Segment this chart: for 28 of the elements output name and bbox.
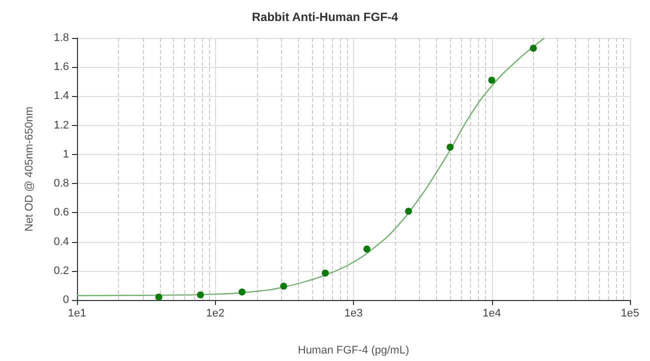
y-tick-label: 1.6 [54, 61, 69, 74]
x-tick-label: 1e4 [482, 308, 501, 320]
y-tick-label: 0 [62, 294, 69, 306]
point [155, 294, 162, 301]
y-tick-label: 0.4 [54, 236, 69, 248]
point [405, 208, 412, 215]
y-axis-title: Net OD @ 405nm-650nm [24, 106, 36, 232]
x-axis-title: Human FGF-4 (pg/mL) [298, 344, 410, 356]
point [238, 288, 246, 296]
point [446, 144, 454, 151]
x-tick-label: 1e2 [206, 308, 224, 320]
x-tick-label: 1e3 [344, 308, 363, 320]
point [363, 246, 370, 253]
y-tick-label: 1.8 [54, 32, 69, 44]
point [280, 282, 288, 290]
point [488, 76, 496, 84]
y-tick-label: 0.2 [54, 264, 69, 277]
x-tick-label: 1e5 [620, 308, 640, 320]
y-tick-label: 1 [62, 148, 69, 160]
y-tick-label: 0.8 [54, 178, 69, 190]
x-tick-label: 1e1 [68, 308, 86, 320]
point [322, 270, 329, 277]
y-tick-label: 0.6 [54, 206, 69, 219]
point [530, 44, 537, 52]
y-tick-label: 1.4 [54, 90, 69, 102]
chart-title: Rabbit Anti-Human FGF-4 [252, 10, 398, 24]
point [196, 291, 204, 298]
y-tick-label: 1.2 [54, 119, 69, 132]
